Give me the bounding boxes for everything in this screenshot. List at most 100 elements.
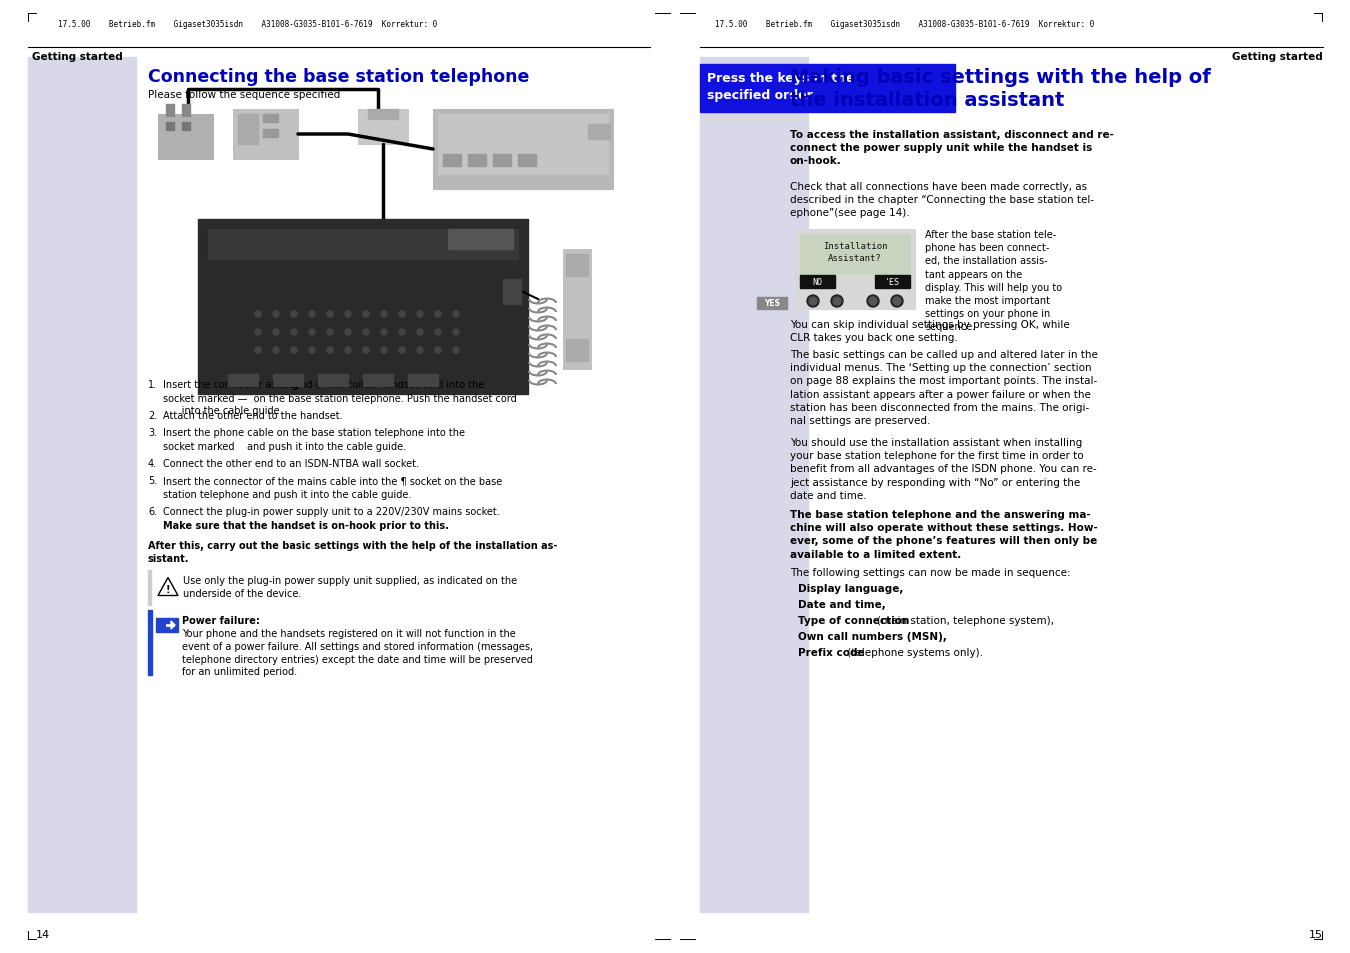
Bar bbox=[228, 375, 258, 387]
Bar bbox=[408, 375, 437, 387]
Polygon shape bbox=[158, 578, 178, 596]
Circle shape bbox=[833, 297, 841, 306]
Circle shape bbox=[381, 312, 387, 317]
Text: Date and time,: Date and time, bbox=[798, 599, 886, 609]
Text: Insert the phone cable on the base station telephone into the: Insert the phone cable on the base stati… bbox=[163, 428, 464, 437]
Circle shape bbox=[869, 297, 878, 306]
Circle shape bbox=[400, 348, 405, 354]
Circle shape bbox=[435, 330, 441, 335]
Circle shape bbox=[363, 312, 369, 317]
Bar bbox=[182, 105, 190, 117]
Text: socket marked —  on the base station telephone. Push the handset cord
      into: socket marked — on the base station tele… bbox=[163, 394, 517, 416]
Bar bbox=[208, 230, 518, 260]
Text: Your phone and the handsets registered on it will not function in the
event of a: Your phone and the handsets registered o… bbox=[182, 628, 533, 677]
Circle shape bbox=[832, 295, 842, 308]
Circle shape bbox=[327, 312, 333, 317]
Circle shape bbox=[327, 330, 333, 335]
Bar bbox=[263, 115, 278, 123]
Bar bbox=[801, 275, 836, 289]
Bar bbox=[518, 154, 536, 167]
Bar bbox=[566, 254, 589, 276]
Text: Connecting the base station telephone: Connecting the base station telephone bbox=[148, 68, 529, 86]
Text: (telephone systems only).: (telephone systems only). bbox=[844, 647, 983, 658]
Circle shape bbox=[400, 330, 405, 335]
Text: Type of connection: Type of connection bbox=[798, 616, 913, 625]
Bar bbox=[358, 110, 408, 145]
Circle shape bbox=[892, 297, 900, 306]
Circle shape bbox=[454, 330, 459, 335]
Text: The following settings can now be made in sequence:: The following settings can now be made i… bbox=[790, 567, 1071, 578]
Bar bbox=[589, 125, 610, 140]
Bar bbox=[148, 610, 153, 676]
Text: Press the keys in the
specified order: Press the keys in the specified order bbox=[707, 71, 855, 102]
Text: Make sure that the handset is on-hook prior to this.: Make sure that the handset is on-hook pr… bbox=[163, 520, 448, 531]
Text: Insert the connector at the: Insert the connector at the bbox=[163, 379, 298, 390]
Text: Making basic settings with the help of
the installation assistant: Making basic settings with the help of t… bbox=[790, 68, 1211, 110]
Text: 2.: 2. bbox=[148, 411, 157, 420]
Circle shape bbox=[381, 348, 387, 354]
Bar bbox=[157, 618, 178, 633]
Circle shape bbox=[363, 330, 369, 335]
Bar bbox=[182, 123, 190, 131]
Circle shape bbox=[346, 330, 351, 335]
Text: socket marked    and push it into the cable guide.: socket marked and push it into the cable… bbox=[163, 441, 406, 452]
Bar bbox=[875, 275, 910, 289]
Bar bbox=[234, 110, 298, 160]
Circle shape bbox=[891, 295, 903, 308]
Circle shape bbox=[255, 312, 261, 317]
Bar bbox=[238, 115, 258, 145]
Bar bbox=[263, 130, 278, 138]
Bar bbox=[433, 110, 613, 190]
Circle shape bbox=[454, 348, 459, 354]
Circle shape bbox=[292, 348, 297, 354]
Circle shape bbox=[346, 312, 351, 317]
Bar bbox=[701, 58, 809, 912]
Circle shape bbox=[417, 330, 423, 335]
Text: The basic settings can be called up and altered later in the
individual menus. T: The basic settings can be called up and … bbox=[790, 350, 1098, 426]
Text: (main station, telephone system),: (main station, telephone system), bbox=[878, 616, 1054, 625]
Circle shape bbox=[381, 330, 387, 335]
Circle shape bbox=[255, 330, 261, 335]
Text: Getting started: Getting started bbox=[32, 52, 123, 62]
Text: Installation: Installation bbox=[822, 242, 887, 251]
Text: To access the installation assistant, disconnect and re-
connect the power suppl: To access the installation assistant, di… bbox=[790, 130, 1114, 166]
Circle shape bbox=[417, 348, 423, 354]
Bar bbox=[148, 610, 648, 676]
Bar bbox=[319, 375, 348, 387]
Polygon shape bbox=[171, 621, 176, 629]
Text: Insert the connector of the mains cable into the ¶ socket on the base: Insert the connector of the mains cable … bbox=[163, 476, 502, 485]
Bar bbox=[198, 220, 528, 395]
Circle shape bbox=[346, 348, 351, 354]
Circle shape bbox=[435, 312, 441, 317]
Circle shape bbox=[327, 348, 333, 354]
Bar bbox=[28, 58, 136, 912]
Bar bbox=[148, 571, 648, 605]
Text: After the base station tele-
phone has been connect-
ed, the installation assis-: After the base station tele- phone has b… bbox=[925, 230, 1062, 332]
Text: Check that all connections have been made correctly, as
described in the chapter: Check that all connections have been mad… bbox=[790, 182, 1094, 218]
Bar bbox=[563, 250, 591, 370]
Text: 17.5.00    Betrieb.fm    Gigaset3035isdn    A31008-G3035-B101-6-7619  Korrektur:: 17.5.00 Betrieb.fm Gigaset3035isdn A3100… bbox=[58, 20, 437, 29]
Circle shape bbox=[417, 312, 423, 317]
Text: 'ES: 'ES bbox=[884, 277, 899, 287]
Text: The base station telephone and the answering ma-
chine will also operate without: The base station telephone and the answe… bbox=[790, 510, 1098, 559]
Circle shape bbox=[867, 295, 879, 308]
Text: Power failure:: Power failure: bbox=[182, 616, 259, 625]
Bar bbox=[363, 375, 393, 387]
Bar bbox=[448, 230, 513, 250]
Text: Please follow the sequence specified: Please follow the sequence specified bbox=[148, 90, 340, 100]
Text: 5.: 5. bbox=[148, 476, 157, 485]
Bar bbox=[273, 375, 302, 387]
Text: YES: YES bbox=[764, 299, 780, 308]
Bar bbox=[443, 154, 460, 167]
Text: NO: NO bbox=[811, 277, 822, 287]
Text: !: ! bbox=[166, 585, 170, 595]
Bar bbox=[795, 230, 915, 310]
Circle shape bbox=[255, 348, 261, 354]
Circle shape bbox=[809, 297, 817, 306]
Text: You should use the installation assistant when installing
your base station tele: You should use the installation assistan… bbox=[790, 437, 1096, 500]
Text: Own call numbers (MSN),: Own call numbers (MSN), bbox=[798, 631, 946, 641]
Text: Use only the plug-in power supply unit supplied, as indicated on the
underside o: Use only the plug-in power supply unit s… bbox=[184, 576, 517, 598]
Text: Assistant?: Assistant? bbox=[828, 253, 882, 263]
Bar bbox=[757, 297, 787, 310]
Text: end of the coiled handset cord into the: end of the coiled handset cord into the bbox=[292, 379, 485, 390]
